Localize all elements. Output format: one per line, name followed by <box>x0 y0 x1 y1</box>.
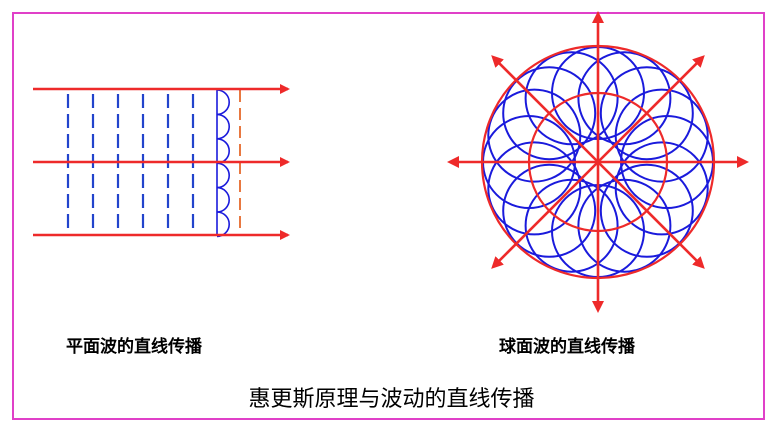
wavelet-circle <box>599 66 694 161</box>
wavelet-arc <box>216 186 230 213</box>
wavelet-arc <box>216 162 230 189</box>
ray-arrow <box>597 55 705 163</box>
ray-arrow <box>491 161 599 269</box>
wavelet-circle <box>502 66 597 161</box>
plane-wave-caption: 平面波的直线传播 <box>66 337 202 357</box>
ray-arrow <box>491 55 599 163</box>
wavelet-arc <box>216 89 230 116</box>
wavelet-arc <box>216 113 230 140</box>
wavelet-circle <box>502 163 597 258</box>
wavelet-circle <box>524 51 619 146</box>
ray-arrow <box>597 161 705 269</box>
wavelet-circle <box>577 178 672 273</box>
wavelet-circle <box>577 51 672 146</box>
wavelet-circle <box>614 88 709 183</box>
wavelet-circle <box>487 141 582 236</box>
slide-frame <box>12 12 765 420</box>
spherical-rays <box>447 11 749 313</box>
spherical-wave-caption: 球面波的直线传播 <box>499 337 635 357</box>
plane-rays <box>33 84 290 240</box>
page-title: 惠更斯原理与波动的直线传播 <box>248 387 535 412</box>
wavelet-circle <box>599 163 694 258</box>
